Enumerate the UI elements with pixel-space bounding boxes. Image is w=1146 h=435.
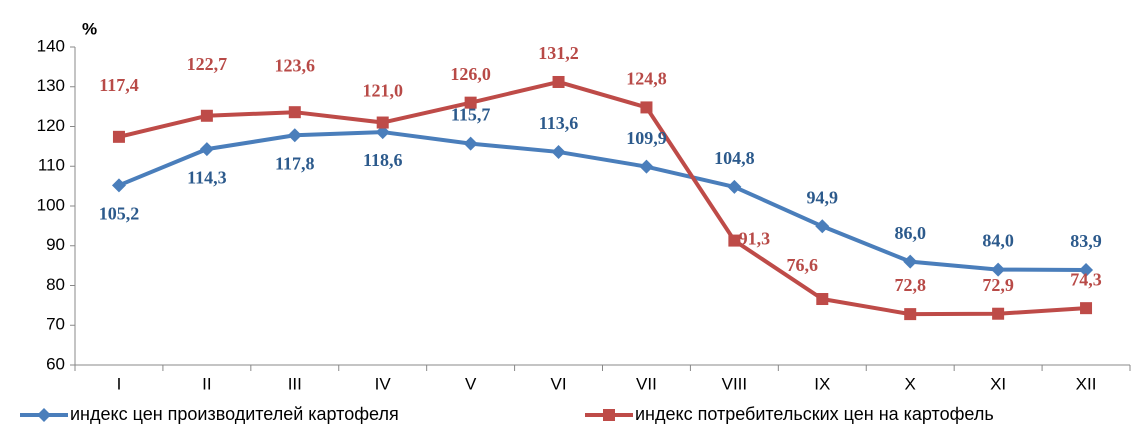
data-label: 86,0 [894,223,926,243]
marker [375,125,390,140]
data-label: 76,6 [787,255,819,275]
data-label: 114,3 [187,167,227,187]
data-label: 122,7 [187,54,228,74]
data-label: 109,9 [626,128,667,148]
marker [552,75,565,88]
marker [112,130,125,143]
data-label: 126,0 [450,64,491,84]
marker [991,262,1006,277]
legend-marker [603,409,615,421]
marker [463,136,478,151]
x-tick-label: IV [375,374,392,393]
data-label: 104,8 [714,148,755,168]
x-tick-label: X [905,374,916,393]
marker [815,219,830,234]
x-tick-label: V [465,374,477,393]
x-tick-label: XI [990,374,1006,393]
data-label: 84,0 [982,231,1014,251]
marker [1079,262,1094,277]
marker [903,254,918,269]
marker [376,116,389,129]
marker [200,109,213,122]
x-tick-label: I [117,374,122,393]
data-label: 115,7 [451,105,491,125]
data-label: 121,0 [362,81,403,101]
y-tick-label: 60 [46,354,65,373]
legend-marker [37,408,51,422]
data-label: 72,8 [894,275,926,295]
marker [111,178,126,193]
legend-label: индекс цен производителей картофеля [70,404,399,424]
data-label: 124,8 [626,69,667,89]
data-label: 117,4 [99,75,139,95]
data-label: 117,8 [275,153,315,173]
marker [639,159,654,174]
data-label: 94,9 [807,187,839,207]
marker [199,142,214,157]
marker [816,293,829,306]
data-label: 91,3 [739,229,771,249]
x-tick-label: III [288,374,302,393]
y-tick-label: 110 [38,156,65,175]
marker [992,307,1005,320]
data-label: 131,2 [538,43,579,63]
series-line [118,130,1087,272]
y-tick-label: 120 [37,116,65,135]
x-tick-label: IX [814,374,830,393]
x-tick-label: VII [636,374,657,393]
marker [640,101,653,114]
marker [727,179,742,194]
data-label: 105,2 [99,203,140,223]
y-axis-label: % [82,19,97,38]
data-label: 72,9 [982,275,1014,295]
y-tick-label: 70 [46,315,65,334]
marker [464,96,477,109]
y-tick-label: 100 [37,195,65,214]
marker [1080,302,1093,315]
y-tick-label: 80 [46,275,65,294]
data-label: 74,3 [1070,269,1102,289]
marker [287,128,302,143]
marker [551,144,566,159]
marker [904,308,917,321]
marker [728,234,741,247]
y-tick-label: 90 [46,235,65,254]
legend-label: индекс потребительских цен на картофель [635,404,994,424]
data-label: 123,6 [275,55,316,75]
data-label: 83,9 [1070,231,1102,251]
x-tick-label: II [202,374,211,393]
x-tick-label: VIII [722,374,748,393]
x-tick-label: VI [551,374,567,393]
data-label: 113,6 [539,113,579,133]
y-tick-label: 140 [37,36,65,55]
marker [288,106,301,119]
series-line [118,79,1087,317]
y-tick-label: 130 [37,76,65,95]
data-label: 118,6 [363,150,403,170]
x-tick-label: XII [1076,374,1097,393]
